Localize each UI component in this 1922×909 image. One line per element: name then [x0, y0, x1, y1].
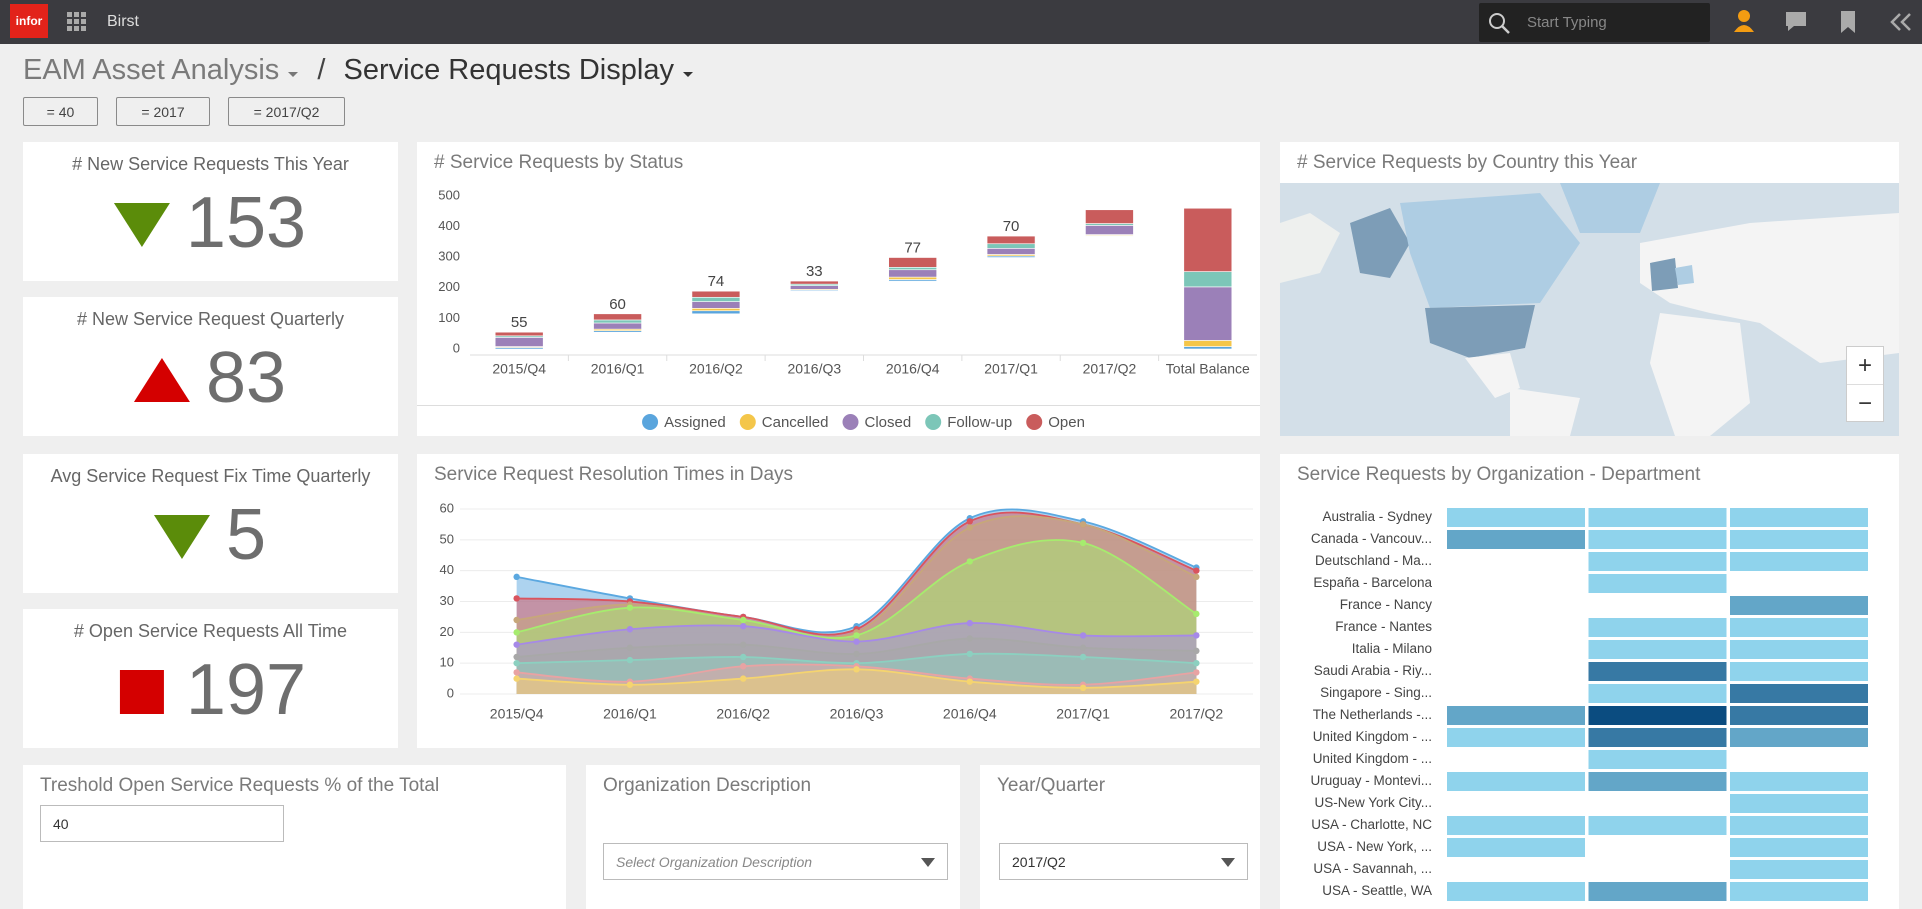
- year-quarter-panel: Year/Quarter 2017/Q2: [980, 765, 1260, 909]
- filter-chip[interactable]: = 2017: [116, 97, 210, 126]
- search-icon: [1489, 13, 1510, 34]
- breadcrumb-separator: /: [317, 54, 326, 86]
- map-title: # Service Requests by Country this Year: [1297, 152, 1638, 173]
- zoom-controls: + −: [1846, 346, 1884, 422]
- map[interactable]: [1280, 183, 1899, 436]
- zoom-out[interactable]: −: [1857, 389, 1872, 417]
- kpi-title: # New Service Request Quarterly: [76, 309, 345, 329]
- filter-chip[interactable]: = 40: [23, 97, 98, 126]
- select-value: 2017/Q2: [1012, 853, 1066, 870]
- prompt-title: Treshold Open Service Requests % of the …: [40, 775, 440, 796]
- zoom-in[interactable]: +: [1847, 347, 1883, 385]
- caret: [288, 72, 299, 77]
- kpi-panel: # New Service Requests This Year: [23, 142, 398, 281]
- chart-title: Service Requests by Organization - Depar…: [1297, 464, 1701, 485]
- caret: [683, 72, 694, 77]
- logo[interactable]: infor: [10, 4, 48, 38]
- kpi-title: Avg Service Request Fix Time Quarterly: [50, 466, 371, 486]
- kpi-title: # New Service Requests This Year: [72, 154, 349, 174]
- status-chart-panel: # Service Requests by Status: [417, 142, 1260, 436]
- search-box[interactable]: Start Typing: [1479, 3, 1710, 42]
- organization-select[interactable]: Select Organization Description: [603, 843, 948, 880]
- kpi-panel: Avg Service Request Fix Time Quarterly: [23, 454, 398, 593]
- search-placeholder: Start Typing: [1527, 14, 1607, 31]
- top-bar: infor Birst Start Typing: [0, 0, 1922, 44]
- resolution-chart-panel: Service Request Resolution Times in Days: [417, 454, 1260, 748]
- heatmap-panel: Service Requests by Organization - Depar…: [1280, 454, 1899, 909]
- kpi-panel: # New Service Request Quarterly: [23, 297, 398, 436]
- organization-panel: Organization Description Select Organiza…: [586, 765, 960, 909]
- breadcrumb-current[interactable]: Service Requests Display: [343, 54, 674, 86]
- threshold-input[interactable]: 40: [40, 805, 284, 842]
- kpi-title: # Open Service Requests All Time: [73, 621, 348, 641]
- breadcrumb: EAM Asset Analysis / Service Requests Di…: [23, 54, 694, 87]
- legend-separator: [417, 405, 1260, 406]
- prompt-title: Organization Description: [603, 775, 812, 796]
- app-name[interactable]: Birst: [107, 13, 139, 30]
- breadcrumb-parent[interactable]: EAM Asset Analysis: [23, 54, 280, 86]
- chart-title: Service Request Resolution Times in Days: [434, 464, 794, 485]
- dropdown-arrow: [1221, 858, 1235, 867]
- dropdown-arrow: [921, 858, 935, 867]
- map-panel: # Service Requests by Country this Year …: [1280, 142, 1899, 436]
- filter-chip[interactable]: = 2017/Q2: [228, 97, 345, 126]
- app-menu-icon[interactable]: [67, 12, 87, 32]
- select-placeholder: Select Organization Description: [616, 853, 813, 870]
- year-quarter-select[interactable]: 2017/Q2: [999, 843, 1248, 880]
- header-icons[interactable]: [1730, 8, 1920, 38]
- chart-title: # Service Requests by Status: [434, 152, 684, 173]
- prompt-title: Year/Quarter: [997, 775, 1106, 796]
- kpi-panel: # Open Service Requests All Time: [23, 609, 398, 748]
- threshold-panel: Treshold Open Service Requests % of the …: [23, 765, 566, 909]
